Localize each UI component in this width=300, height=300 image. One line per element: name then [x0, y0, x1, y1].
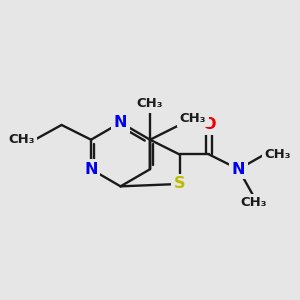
- Text: CH₃: CH₃: [179, 112, 206, 125]
- Text: N: N: [84, 162, 98, 177]
- Text: CH₃: CH₃: [240, 196, 267, 209]
- Text: CH₃: CH₃: [8, 133, 35, 146]
- Text: N: N: [114, 115, 127, 130]
- Text: CH₃: CH₃: [265, 148, 291, 161]
- Text: S: S: [174, 176, 185, 191]
- Text: N: N: [232, 162, 245, 177]
- Text: O: O: [202, 118, 216, 133]
- Text: CH₃: CH₃: [137, 97, 163, 110]
